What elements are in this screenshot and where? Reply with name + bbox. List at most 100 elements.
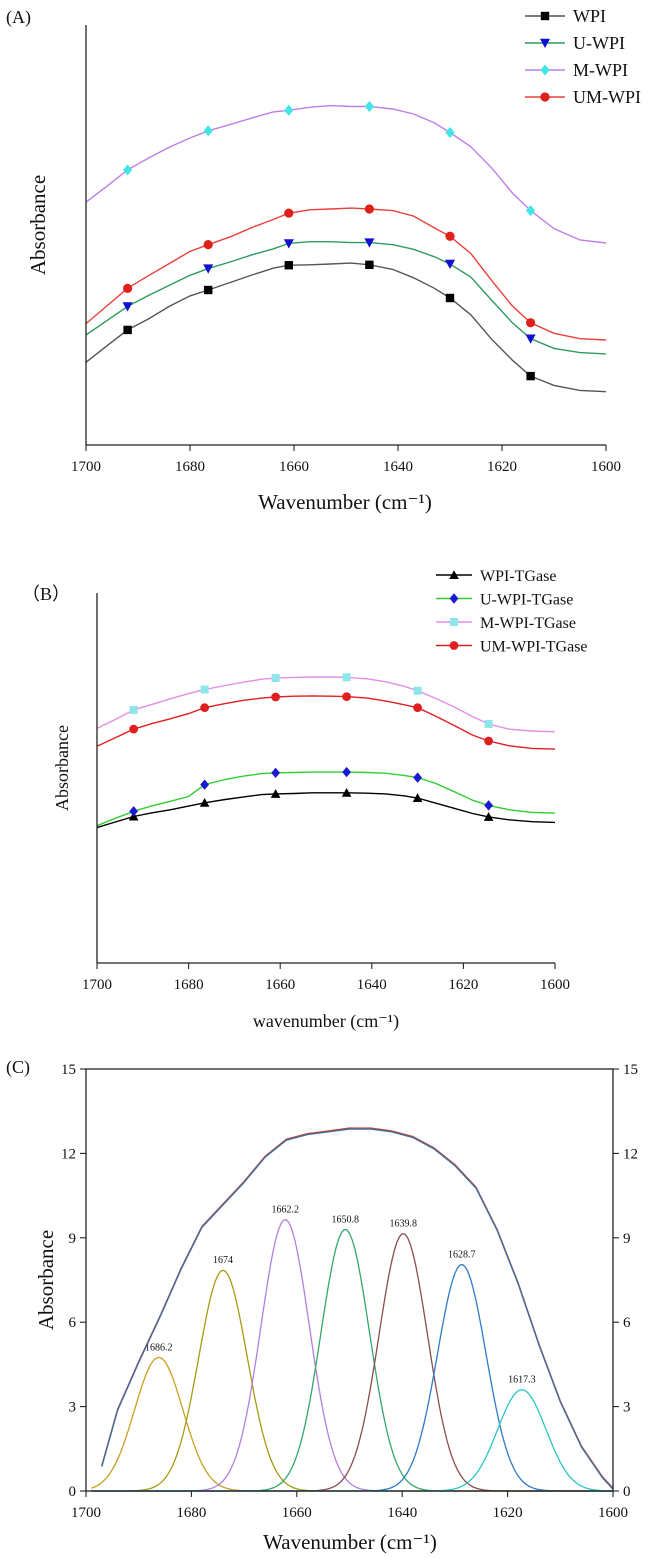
a-marker-um-wpi-0: [122, 283, 133, 293]
b-marker-um-wpi-tgase-4: [413, 703, 422, 713]
b-series-line-wpi-tgase: [96, 792, 556, 829]
panel-c-x-axis-label: Wavenumber (cm⁻¹): [263, 1530, 437, 1554]
b-marker-u-wpi-tgase-0: [129, 806, 139, 817]
a-marker-m-wpi-4: [445, 127, 455, 138]
a-marker-wpi-0: [123, 325, 132, 335]
c-peak-label-1674: 1674: [213, 1255, 233, 1266]
panel-a-y-axis-label: Absorbance: [26, 175, 50, 275]
c-y-tick-label-left-3: 3: [69, 1400, 77, 1416]
b-marker-um-wpi-tgase-1: [200, 703, 210, 713]
panel-b-y-axis-label: Absorbance: [52, 725, 72, 811]
c-y-tick-label-left-15: 15: [61, 1062, 76, 1078]
c-envelope-line-1: [101, 1128, 614, 1490]
a-marker-u-wpi-1: [203, 264, 214, 274]
c-y-tick-label-left-6: 6: [69, 1315, 77, 1331]
a-marker-um-wpi-1: [203, 240, 213, 250]
a-legend-label-wpi: WPI: [573, 6, 606, 26]
c-y-tick-label-right-3: 3: [623, 1400, 631, 1416]
b-x-tick-label-1640: 1640: [357, 977, 387, 993]
panel-a-axes: 1700 1680 1660 1640 1620 1600: [71, 25, 621, 475]
b-marker-u-wpi-tgase-1: [200, 779, 210, 790]
panel-b: （B） 1700 1680 1660 1640 1620 1600 Absorbance …: [22, 568, 588, 1032]
a-series-line-um-wpi: [85, 207, 607, 341]
a-marker-u-wpi-5: [525, 334, 536, 344]
c-peak-curve-1617-3: [91, 1389, 613, 1492]
b-series-line-u-wpi-tgase: [96, 771, 556, 827]
c-y-tick-label-right-6: 6: [623, 1315, 631, 1331]
b-marker-wpi-tgase-4: [412, 793, 423, 802]
panel-b-axes: 1700 1680 1660 1640 1620 1600: [82, 593, 570, 993]
b-legend-marker-u-wpi-tgase: [449, 593, 459, 604]
b-marker-u-wpi-tgase-2: [271, 767, 281, 779]
b-legend-marker-um-wpi-tgase: [449, 641, 459, 650]
panel-b-x-axis-label: wavenumber (cm⁻¹): [253, 1011, 399, 1032]
panel-b-legend: WPI-TGase U-WPI-TGase M-WPI-TGase UM-WPI-TG…: [436, 568, 588, 656]
b-marker-um-wpi-tgase-5: [484, 736, 493, 746]
c-peak-label-1617-3: 1617.3: [508, 1375, 536, 1386]
a-legend-label-m-wpi: M-WPI: [573, 60, 628, 80]
a-x-tick-label-1600: 1600: [591, 459, 621, 475]
b-x-tick-label-1600: 1600: [540, 977, 570, 993]
b-marker-wpi-tgase-5: [483, 812, 494, 821]
b-series-line-m-wpi-tgase: [96, 676, 556, 733]
c-y-tick-label-right-15: 15: [623, 1062, 638, 1078]
b-marker-m-wpi-tgase-5: [484, 719, 493, 728]
panel-a-label: (A): [6, 7, 31, 28]
c-peak-label-1662-2: 1662.2: [271, 1205, 299, 1216]
c-peak-label-1639-8: 1639.8: [390, 1219, 418, 1230]
c-y-tick-label-left-12: 12: [61, 1146, 76, 1162]
c-x-tick-label-1680: 1680: [176, 1505, 206, 1521]
b-marker-wpi-tgase-2: [270, 789, 281, 798]
a-marker-wpi-5: [526, 371, 535, 381]
a-marker-wpi-2: [284, 261, 293, 270]
a-legend-label-um-wpi: UM-WPI: [573, 87, 641, 107]
panel-a-series: [85, 101, 607, 393]
c-envelope-line-0: [101, 1127, 614, 1489]
panel-a-x-axis-label: Wavenumber (cm⁻¹): [258, 490, 432, 514]
b-legend-marker-wpi-tgase: [449, 570, 459, 579]
c-x-tick-label-1700: 1700: [71, 1505, 101, 1521]
a-x-tick-label-1660: 1660: [279, 459, 309, 475]
b-marker-u-wpi-tgase-3: [342, 766, 352, 778]
a-legend-marker-um-wpi: [540, 92, 550, 102]
a-marker-um-wpi-2: [284, 208, 294, 218]
a-x-tick-label-1620: 1620: [487, 459, 517, 475]
a-marker-um-wpi-4: [445, 231, 455, 241]
b-marker-um-wpi-tgase-3: [342, 692, 352, 701]
a-marker-m-wpi-0: [122, 164, 133, 176]
a-marker-u-wpi-0: [122, 302, 133, 312]
panel-c-axes: 1700 1680 1660 1640 1620 1600 0 0 3 3 6 6 9 9 12 12 15 15: [61, 1062, 638, 1521]
a-marker-um-wpi-5: [525, 318, 536, 328]
c-frame: [85, 1068, 614, 1492]
b-marker-m-wpi-tgase-4: [413, 686, 422, 695]
c-peak-curve-1639-8: [91, 1233, 613, 1492]
a-series-line-m-wpi: [85, 104, 607, 244]
a-legend-marker-m-wpi: [540, 64, 550, 76]
a-marker-u-wpi-4: [444, 259, 456, 270]
b-series-line-um-wpi-tgase: [96, 695, 556, 750]
b-marker-u-wpi-tgase-4: [413, 772, 422, 783]
b-x-tick-label-1660: 1660: [265, 977, 295, 993]
b-marker-wpi-tgase-3: [341, 788, 352, 797]
panel-a-legend: WPI U-WPI M-WPI UM-WPI: [525, 6, 641, 107]
a-series-line-wpi: [85, 262, 607, 393]
b-marker-um-wpi-tgase-0: [129, 724, 139, 734]
a-x-tick-label-1680: 1680: [175, 459, 205, 475]
c-peak-label-1650-8: 1650.8: [332, 1214, 360, 1225]
c-x-tick-label-1620: 1620: [493, 1505, 523, 1521]
a-legend-marker-wpi: [540, 11, 550, 21]
a-x-tick-label-1640: 1640: [383, 459, 413, 475]
panel-c-series: 1686.2 1674 1662.2 1650.8 1639.8 1628.7 1617.3: [91, 1127, 614, 1492]
b-legend-label-u-wpi-tgase: U-WPI-TGase: [480, 592, 573, 609]
c-y-tick-label-right-9: 9: [623, 1231, 631, 1247]
c-x-tick-label-1600: 1600: [598, 1505, 628, 1521]
a-legend-label-u-wpi: U-WPI: [573, 33, 625, 53]
a-marker-wpi-1: [204, 285, 213, 295]
b-x-tick-label-1680: 1680: [174, 977, 204, 993]
c-y-tick-label-left-9: 9: [69, 1231, 77, 1247]
panel-c-y-axis-label: Absorbance: [34, 1230, 58, 1330]
b-x-tick-label-1620: 1620: [448, 977, 478, 993]
b-marker-m-wpi-tgase-3: [342, 673, 351, 682]
c-y-tick-label-right-12: 12: [623, 1146, 638, 1162]
